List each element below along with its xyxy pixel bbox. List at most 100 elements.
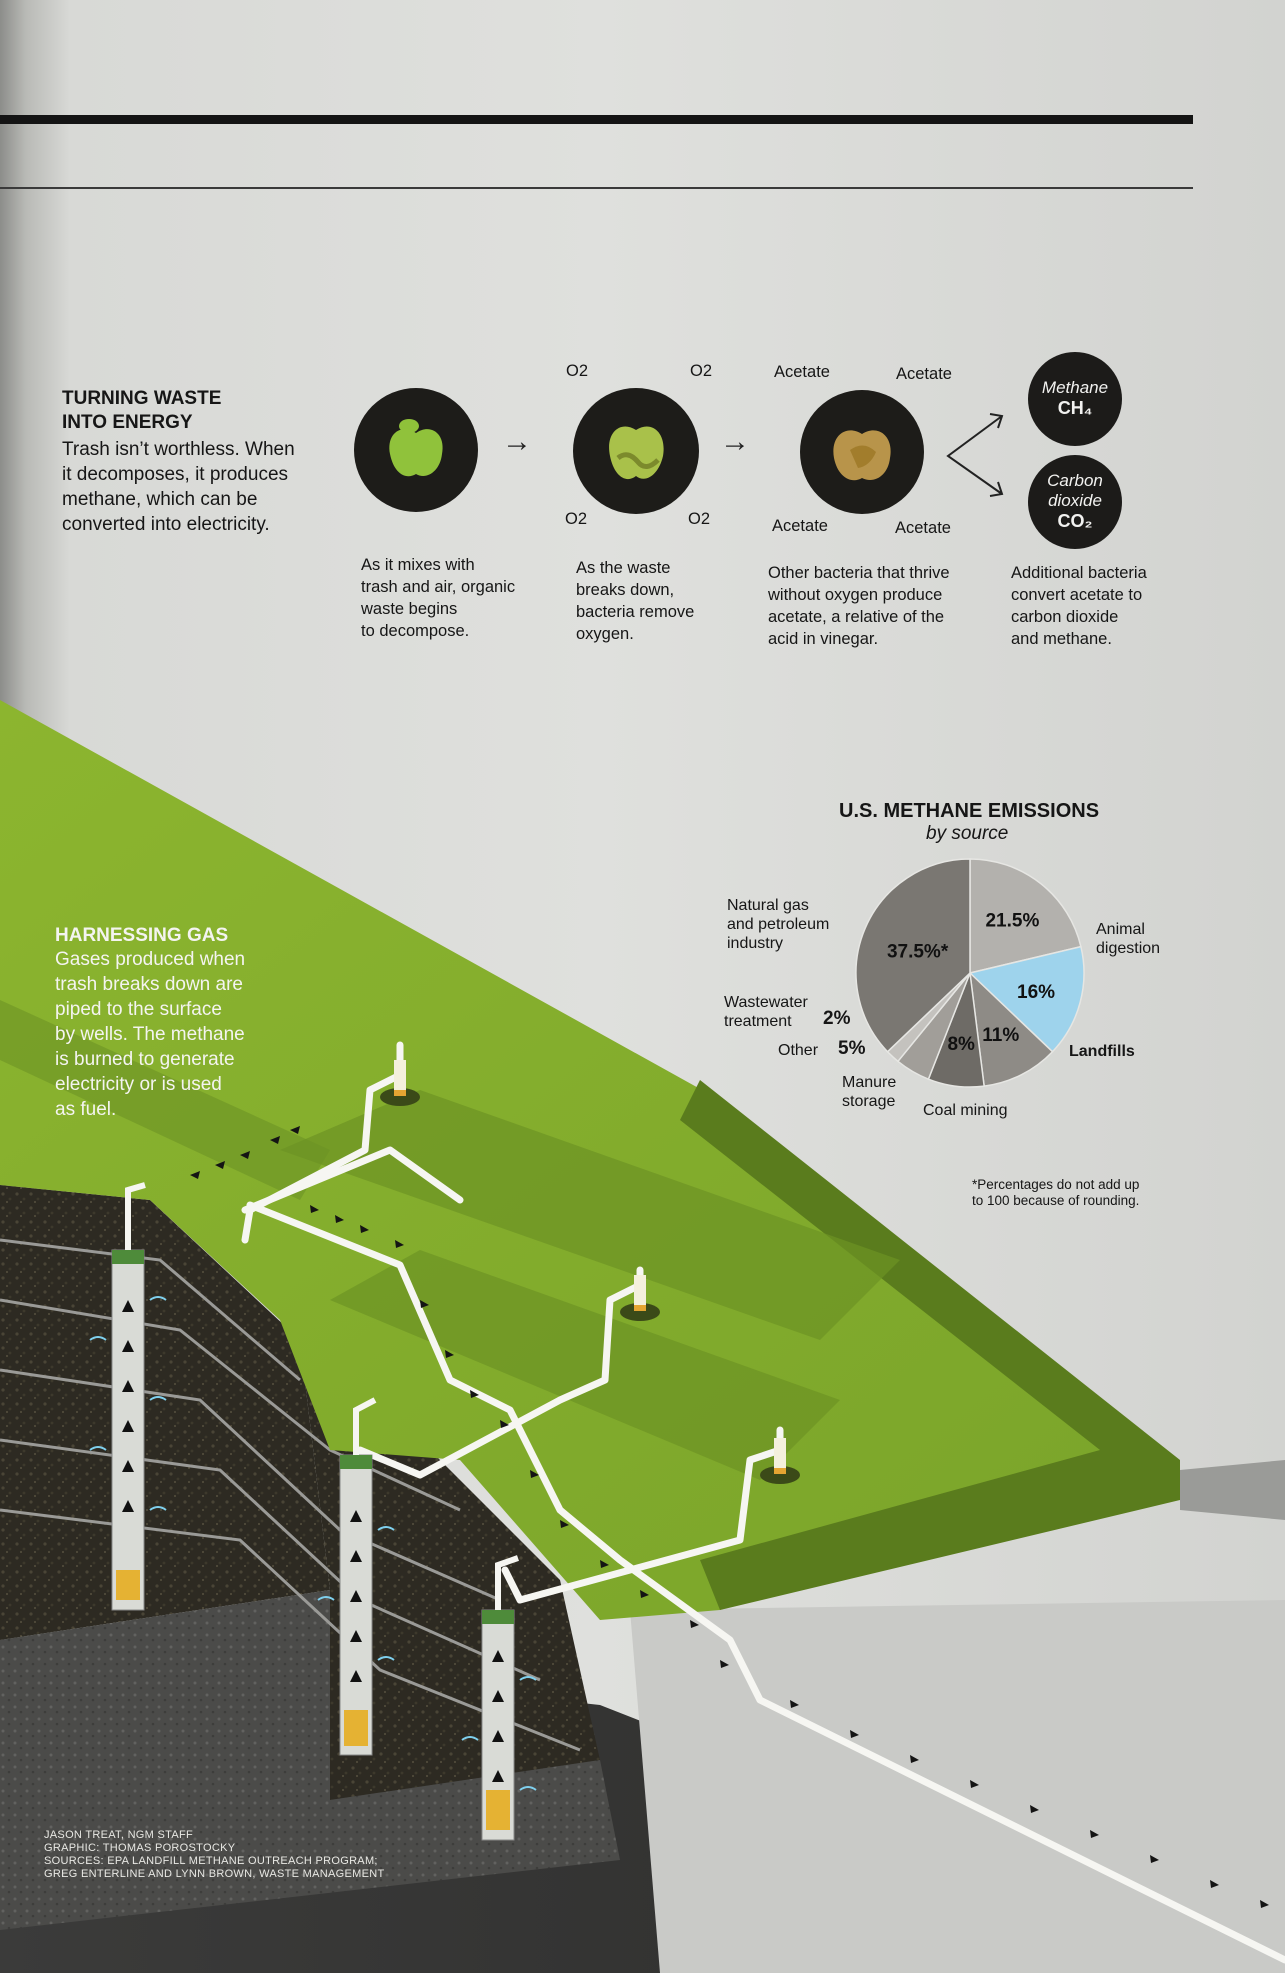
- pie-value-label: 37.5%*: [887, 942, 949, 963]
- label-natural-gas: Natural gas and petroleum industry: [727, 896, 829, 953]
- surface-wellheads: [380, 1060, 800, 1484]
- carbon-dioxide-circle: Carbon dioxide CO₂: [1028, 455, 1122, 549]
- label-line: Natural gas: [727, 897, 809, 914]
- credit-line: GREG ENTERLINE AND LYNN BROWN, WASTE MAN…: [44, 1868, 385, 1880]
- ground-plane: [630, 1600, 1285, 1973]
- pie-slice-coal-mining: [968, 971, 1054, 1087]
- chart-footnote: *Percentages do not add up to 100 becaus…: [972, 1177, 1139, 1209]
- label-line: and petroleum: [727, 916, 830, 933]
- secondary-rule: [0, 187, 1193, 189]
- methane-circle: Methane CH₄: [1028, 352, 1122, 446]
- label-animal-digestion: Animal digestion: [1096, 920, 1160, 958]
- acetate-label: Acetate: [896, 365, 952, 383]
- well-pipe-caps: [125, 1182, 519, 1610]
- caption-line: acid in vinegar.: [768, 630, 879, 648]
- step-3-circle: [800, 390, 924, 514]
- caption-line: convert acetate to: [1011, 586, 1143, 604]
- caption-line: waste begins: [361, 600, 458, 618]
- step-3-caption: Other bacteria that thrive without oxyge…: [768, 562, 950, 650]
- label-wastewater: Wastewater treatment: [724, 993, 808, 1031]
- footnote-line: to 100 because of rounding.: [972, 1193, 1140, 1208]
- top-rule: [0, 115, 1193, 124]
- intro-body-line: Trash isn’t worthless. When: [62, 439, 295, 460]
- label-line: storage: [842, 1093, 896, 1110]
- pie-slice-animal-digestion: [969, 858, 1082, 974]
- caption-line: oxygen.: [576, 625, 634, 643]
- carbon-dioxide-name: Carbon dioxide: [1028, 471, 1122, 511]
- pie-value-label: 21.5%: [985, 910, 1039, 931]
- co2-name-line: Carbon: [1047, 471, 1103, 490]
- well-flow-arrows: [122, 1300, 504, 1782]
- caption-line: As the waste: [576, 559, 671, 577]
- harnessing-block: HARNESSING GAS Gases produced when trash…: [55, 925, 245, 1122]
- label-other: Other: [778, 1042, 819, 1059]
- acetate-label: Acetate: [772, 517, 828, 535]
- terrace-side: [680, 1080, 1180, 1610]
- label-landfills: Landfills: [1069, 1043, 1135, 1060]
- caption-line: Other bacteria that thrive: [768, 564, 950, 582]
- chart-title: U.S. METHANE EMISSIONS: [839, 800, 1100, 822]
- caption-line: trash and air, organic: [361, 578, 516, 596]
- caption-line: Additional bacteria: [1011, 564, 1147, 582]
- intro-heading-line-1: TURNING WASTE: [62, 388, 222, 409]
- caption-line: without oxygen produce: [768, 586, 943, 604]
- gravel-layer: [0, 1590, 620, 1930]
- intro-body-line: it decomposes, it produces: [62, 464, 289, 485]
- pie-value-label: 16%: [1017, 982, 1055, 1003]
- harnessing-line: Gases produced when: [55, 949, 246, 970]
- step-2-circle: [573, 388, 699, 514]
- arrow-right-icon: →: [720, 425, 750, 458]
- label-line: industry: [727, 935, 784, 952]
- pie-slice-landfills: [968, 945, 1085, 1053]
- acetate-label: Acetate: [895, 519, 951, 537]
- label-line: digestion: [1096, 940, 1161, 957]
- intro-body-line: converted into electricity.: [62, 514, 270, 535]
- step-4-caption: Additional bacteria convert acetate to c…: [1011, 562, 1147, 650]
- harnessing-heading: HARNESSING GAS: [55, 925, 229, 946]
- label-line: Manure: [842, 1074, 897, 1091]
- caption-line: As it mixes with: [361, 556, 475, 574]
- value-other: 5%: [838, 1038, 866, 1059]
- caption-line: and methane.: [1011, 630, 1112, 648]
- caption-line: acetate, a relative of the: [768, 608, 945, 626]
- value-wastewater: 2%: [823, 1008, 851, 1029]
- rotting-apple-icon: [833, 430, 891, 481]
- credits: JASON TREAT, NGM STAFF GRAPHIC: THOMAS P…: [44, 1829, 384, 1881]
- fresh-apple-icon: [389, 419, 443, 477]
- mound-shadow: [1180, 1460, 1285, 1520]
- pie-value-label: 8%: [947, 1034, 975, 1055]
- oxygen-label: O2: [566, 362, 589, 380]
- caption-line: breaks down,: [576, 581, 675, 599]
- label-manure: Manure storage: [842, 1073, 896, 1111]
- caption-line: carbon dioxide: [1011, 608, 1119, 626]
- intro-heading-line-2: INTO ENERGY: [62, 412, 193, 433]
- caption-line: bacteria remove: [576, 603, 695, 621]
- step-2-caption: As the waste breaks down, bacteria remov…: [576, 557, 694, 645]
- intro-body: Trash isn’t worthless. When it decompose…: [62, 437, 295, 537]
- footnote-line: *Percentages do not add up: [972, 1177, 1140, 1192]
- label-line: Wastewater: [724, 994, 808, 1011]
- harnessing-line: is burned to generate: [55, 1049, 235, 1070]
- carbon-dioxide-formula: CO₂: [1057, 511, 1093, 531]
- harnessing-line: as fuel.: [55, 1099, 117, 1120]
- pie-slice-natural-gas-and-petroleum-industry: [855, 858, 971, 1053]
- pie-value-label: 11%: [982, 1025, 1019, 1046]
- terrace-step-2: [330, 1250, 840, 1480]
- intro-body-line: methane, which can be: [62, 489, 258, 510]
- methane-formula: CH₄: [1057, 398, 1093, 418]
- step-1-circle: [354, 388, 478, 512]
- chart-subtitle: by source: [926, 823, 1009, 844]
- harnessing-line: trash breaks down are: [55, 974, 243, 995]
- oxygen-label: O2: [690, 362, 713, 380]
- credit-line: SOURCES: EPA LANDFILL METHANE OUTREACH P…: [44, 1855, 378, 1867]
- acetate-label: Acetate: [774, 363, 830, 381]
- flow-arrow-markers: [190, 1126, 1269, 1908]
- co2-name-line: dioxide: [1048, 491, 1102, 510]
- methane-name: Methane: [1041, 378, 1109, 397]
- harnessing-line: by wells. The methane: [55, 1024, 245, 1045]
- terrace-step-3: [0, 1000, 330, 1200]
- gas-wisps: [89, 1296, 537, 1791]
- harnessing-body: Gases produced when trash breaks down ar…: [55, 947, 245, 1122]
